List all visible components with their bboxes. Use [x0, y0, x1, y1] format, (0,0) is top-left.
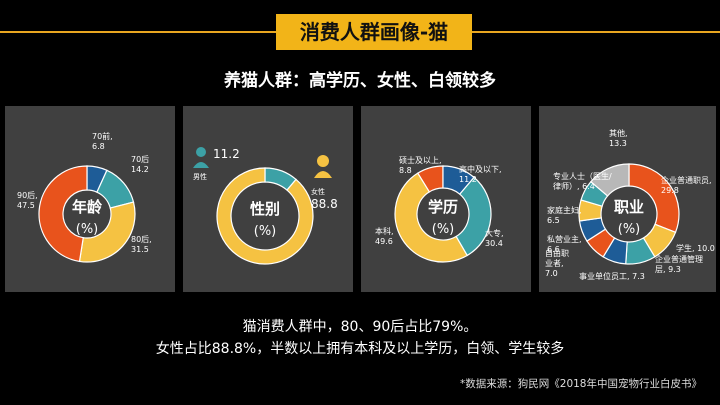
label-master-plus: 硕士及以上, 8.8 [399, 155, 442, 175]
donut-center-label: 年龄 [72, 198, 103, 216]
summary-line-1: 猫消费人群中，80、90后占比79%。 [242, 319, 478, 335]
title-bar: 消费人群画像-猫 [0, 14, 720, 50]
slice-90s [38, 165, 88, 263]
male-icon [196, 147, 206, 157]
age-chart: 年龄 (%) 70前, 6.8 70后 14.2 80后, 31.5 90后, 47.5 [17, 131, 152, 263]
occupation-panel: 职业 (%) 其他, 13.3 企业普通职员, 29.8 学生, 10.0 企业普通管理层, … [539, 106, 716, 292]
donut-unit-label: (%) [618, 222, 641, 237]
age-panel: 年龄 (%) 70前, 6.8 70后 14.2 80后, 31.5 90后, 47.5 [5, 106, 175, 292]
label-other: 其他, 13.3 [609, 128, 628, 148]
gender-panel: 性别 (%) 11.2 男性女性 88.8 [183, 106, 353, 292]
occupation-chart: 职业 (%) 其他, 13.3 企业普通职员, 29.8 学生, 10.0企业普通管理层, … [545, 128, 715, 281]
donut-unit-label: (%) [76, 222, 99, 237]
title-rule-left [0, 31, 276, 33]
summary-line-2: 女性占比88.8%，半数以上拥有本科及以上学历，白领、学生较多 [155, 341, 565, 357]
label-90s: 90后, 47.5 [17, 190, 38, 210]
page-subtitle: 养猫人群：高学历、女性、白领较多 [224, 71, 496, 91]
slice-other [589, 163, 630, 197]
label-female-value: 88.8 [311, 197, 338, 211]
label-female: 女性 [311, 187, 325, 196]
label-public-sector: 事业单位员工, 7.3 [579, 271, 645, 281]
label-70s: 70后 14.2 [131, 154, 149, 174]
donut-center-label: 学历 [428, 198, 458, 216]
male-body-icon [193, 162, 209, 168]
female-body-icon [314, 171, 332, 178]
donut-center-label: 职业 [614, 198, 644, 216]
label-housewife: 家庭主妇, 6.5 [547, 205, 582, 225]
education-panel: 学历 (%) 硕士及以上, 8.8 高中及以下, 11.2 大专, 30.4 本科, 49.6 [361, 106, 531, 292]
label-professional: 专业人士（医生/律师）, 6.4 [553, 171, 612, 191]
slice-bachelor [394, 172, 469, 263]
label-manager: 企业普通管理层, 9.3 [655, 254, 703, 274]
data-source-note: *数据来源：狗民网《2018年中国宠物行业白皮书》 [460, 378, 702, 390]
label-high-school: 高中及以下, 11.2 [459, 164, 502, 184]
slice-80s [78, 201, 136, 263]
label-employee: 企业普通职员, 29.8 [661, 175, 712, 195]
donut-unit-label: (%) [254, 224, 277, 239]
label-student: 学生, 10.0 [676, 243, 715, 253]
page-title: 消费人群画像-猫 [276, 14, 472, 50]
education-chart: 学历 (%) 硕士及以上, 8.8 高中及以下, 11.2 大专, 30.4 本科, 49.6 [375, 155, 504, 263]
label-80s: 80后, 31.5 [131, 234, 152, 254]
donut-unit-label: (%) [432, 222, 455, 237]
title-rule-right [472, 31, 720, 33]
donut-center-label: 性别 [250, 200, 280, 218]
slice-female [216, 167, 314, 265]
female-icon [317, 155, 329, 167]
label-freelancer: 自由职业者, 7.0 [545, 248, 569, 278]
label-business-owner: 私营业主, 6.6 [547, 234, 582, 254]
label-bachelor: 本科, 49.6 [375, 226, 394, 246]
label-junior-college: 大专, 30.4 [485, 228, 504, 248]
label-male: 男性 [193, 172, 207, 181]
label-male-value: 11.2 [213, 147, 240, 161]
label-70-before: 70前, 6.8 [92, 131, 113, 151]
